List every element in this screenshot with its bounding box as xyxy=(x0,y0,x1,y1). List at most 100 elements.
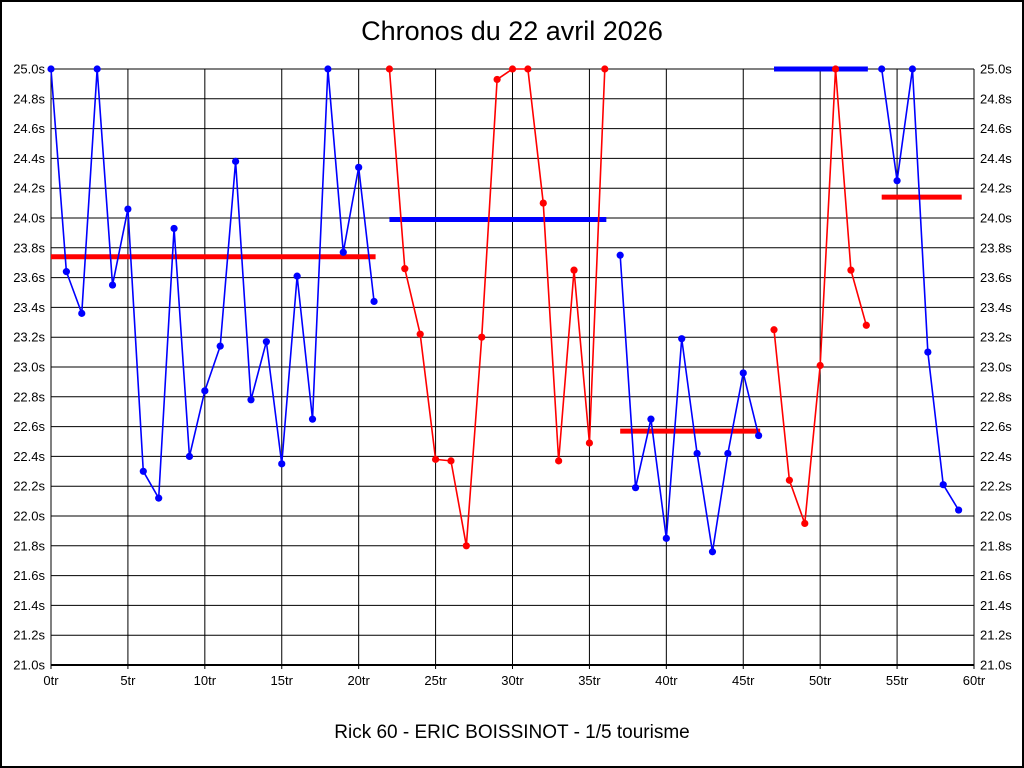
data-point-stint-1-blue xyxy=(78,309,86,317)
data-point-stint-4-red xyxy=(847,266,855,274)
data-point-stint-3-blue xyxy=(616,251,624,259)
data-point-stint-2-red xyxy=(508,65,517,73)
x-axis-label: 25tr xyxy=(424,673,447,688)
data-point-stint-2-red xyxy=(570,266,578,274)
y-axis-label-left: 21.0s xyxy=(13,658,45,673)
data-point-stint-5-blue xyxy=(908,65,917,73)
y-axis-label-left: 22.0s xyxy=(13,509,45,524)
x-axis-label: 15tr xyxy=(271,673,294,688)
y-axis-label-right: 25.0s xyxy=(980,62,1012,77)
x-axis-label: 30tr xyxy=(501,673,524,688)
data-point-stint-4-red xyxy=(801,519,809,528)
y-axis-label-left: 24.4s xyxy=(13,151,45,166)
x-axis-label: 35tr xyxy=(578,673,601,688)
y-axis-label-right: 24.0s xyxy=(980,211,1012,226)
data-point-stint-1-blue xyxy=(370,297,378,306)
data-point-stint-5-blue xyxy=(939,481,947,489)
data-point-stint-3-blue xyxy=(708,548,717,556)
data-point-stint-2-red xyxy=(431,455,440,463)
data-point-stint-4-red xyxy=(831,65,840,73)
data-point-stint-2-red xyxy=(539,199,547,207)
data-point-stint-1-blue xyxy=(170,224,178,233)
y-axis-label-right: 21.2s xyxy=(980,628,1012,643)
chart-title: Chronos du 22 avril 2026 xyxy=(361,16,663,46)
x-axis-label: 40tr xyxy=(655,673,678,688)
y-axis-label-left: 21.6s xyxy=(13,568,45,583)
y-axis-label-right: 23.2s xyxy=(980,330,1012,345)
y-axis-label-left: 24.6s xyxy=(13,121,45,136)
y-axis-label-right: 21.0s xyxy=(980,658,1012,673)
x-axis-label: 10tr xyxy=(194,673,217,688)
data-point-stint-1-blue xyxy=(262,338,270,346)
series-line-stint-3-blue xyxy=(619,255,760,553)
data-point-stint-2-red xyxy=(401,265,409,273)
y-axis-label-left: 23.0s xyxy=(13,360,45,375)
y-axis-label-left: 24.8s xyxy=(13,91,45,106)
data-point-stint-2-red xyxy=(524,65,532,73)
data-point-stint-1-blue xyxy=(308,415,317,423)
y-axis-label-right: 23.8s xyxy=(980,240,1012,255)
data-point-stint-3-blue xyxy=(678,335,686,343)
data-point-stint-1-blue xyxy=(124,205,132,213)
y-axis-label-right: 23.6s xyxy=(980,270,1012,285)
y-axis-label-right: 22.8s xyxy=(980,389,1012,404)
y-axis-label-right: 21.6s xyxy=(980,568,1012,583)
data-point-stint-1-blue xyxy=(62,268,70,276)
data-point-stint-2-red xyxy=(462,542,470,550)
x-axis-label: 55tr xyxy=(886,673,909,688)
data-point-stint-2-red xyxy=(601,65,609,73)
data-point-stint-4-red xyxy=(862,321,870,329)
y-axis-label-left: 21.8s xyxy=(13,538,45,553)
y-axis-label-left: 23.4s xyxy=(13,300,45,315)
data-point-stint-2-red xyxy=(447,457,455,465)
data-point-stint-5-blue xyxy=(924,348,932,356)
y-axis-label-right: 21.4s xyxy=(980,598,1012,613)
data-point-stint-3-blue xyxy=(724,449,732,458)
y-axis-label-left: 21.4s xyxy=(13,598,45,613)
y-axis-label-right: 22.0s xyxy=(980,509,1012,524)
x-axis-label: 60tr xyxy=(963,673,986,688)
data-point-stint-2-red xyxy=(478,333,486,341)
data-point-stint-2-red xyxy=(585,439,594,447)
data-point-stint-3-blue xyxy=(693,449,701,458)
data-point-stint-1-blue xyxy=(216,342,224,350)
data-point-stint-5-blue xyxy=(893,177,901,185)
data-point-stint-2-red xyxy=(385,65,394,73)
data-point-stint-2-red xyxy=(493,75,501,84)
y-axis-label-left: 25.0s xyxy=(13,62,45,77)
data-point-stint-3-blue xyxy=(755,431,763,440)
y-axis-label-left: 22.8s xyxy=(13,389,45,404)
x-axis-label: 45tr xyxy=(732,673,755,688)
data-point-stint-2-red xyxy=(416,330,424,338)
y-axis-label-left: 22.6s xyxy=(13,419,45,434)
data-point-stint-1-blue xyxy=(108,281,117,289)
data-point-stint-1-blue xyxy=(293,272,301,280)
y-axis-label-right: 24.2s xyxy=(980,181,1012,196)
data-point-stint-1-blue xyxy=(339,248,347,256)
x-axis-label: 50tr xyxy=(809,673,832,688)
data-point-stint-4-red xyxy=(770,326,778,334)
x-axis-label: 20tr xyxy=(347,673,370,688)
y-axis-label-right: 23.0s xyxy=(980,360,1012,375)
y-axis-label-left: 23.2s xyxy=(13,330,45,345)
data-point-stint-1-blue xyxy=(278,460,286,468)
data-point-stint-4-red xyxy=(816,361,824,370)
data-point-stint-1-blue xyxy=(47,65,55,73)
y-axis-label-right: 24.6s xyxy=(980,121,1012,136)
data-point-stint-3-blue xyxy=(662,534,670,542)
y-axis-label-left: 22.2s xyxy=(13,479,45,494)
data-point-stint-1-blue xyxy=(185,452,194,460)
y-axis-label-left: 24.2s xyxy=(13,181,45,196)
y-axis-label-right: 22.6s xyxy=(980,419,1012,434)
y-axis-label-right: 21.8s xyxy=(980,538,1012,553)
grid-lines xyxy=(50,68,975,669)
y-axis-label-left: 21.2s xyxy=(13,628,45,643)
data-point-stint-1-blue xyxy=(324,65,332,73)
x-axis-label: 5tr xyxy=(120,673,136,688)
chart-subtitle: Rick 60 - ERIC BOISSINOT - 1/5 tourisme xyxy=(334,722,690,743)
y-axis-label-left: 24.0s xyxy=(13,211,45,226)
data-point-stint-4-red xyxy=(785,476,794,484)
data-point-stint-1-blue xyxy=(355,163,363,171)
